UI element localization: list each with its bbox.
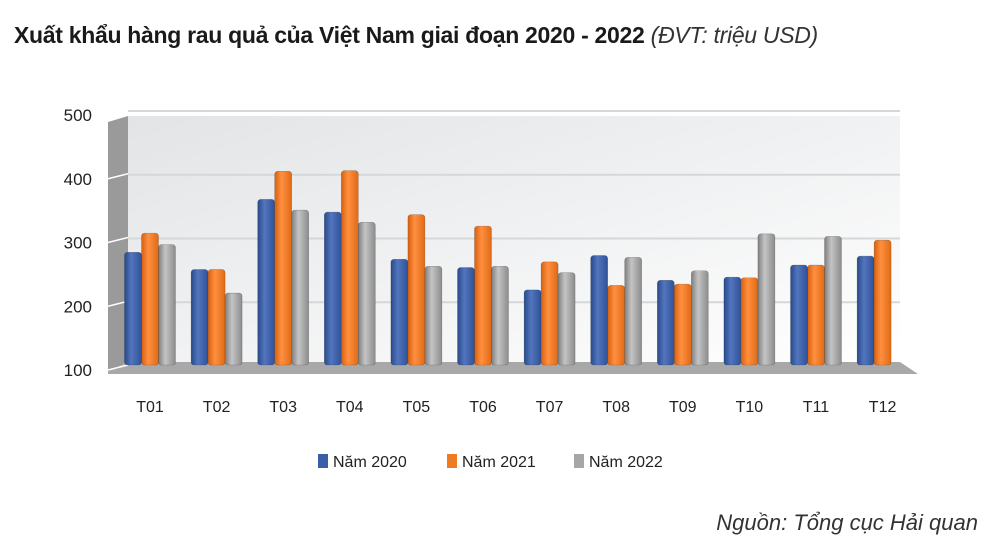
- x-tick-label: T03: [269, 399, 297, 416]
- bar-năm-2022-t09: [690, 270, 709, 366]
- bar-năm-2021-t12: [873, 239, 892, 366]
- chart-title: Xuất khẩu hàng rau quả của Việt Nam giai…: [14, 22, 818, 49]
- source-note: Nguồn: Tổng cục Hải quan: [716, 510, 978, 535]
- bar-năm-2021-t02: [207, 269, 226, 366]
- bar-năm-2020-t09: [656, 279, 675, 366]
- legend-label: Năm 2020: [333, 454, 407, 471]
- x-tick-label: T07: [536, 399, 564, 416]
- x-tick-label: T02: [203, 399, 231, 416]
- y-tick-label: 500: [64, 106, 92, 125]
- bar-năm-2021-t10: [740, 277, 759, 366]
- bar-năm-2022-t11: [824, 236, 842, 366]
- bar-năm-2020-t12: [856, 255, 875, 366]
- y-tick-label: 300: [64, 234, 92, 253]
- legend-swatch: [574, 454, 584, 468]
- bar-năm-2021-t07: [540, 261, 559, 366]
- side-wall: [108, 116, 128, 372]
- bar-năm-2021-t04: [340, 170, 359, 366]
- y-tick-label: 400: [64, 170, 92, 189]
- bar-năm-2022-t02: [224, 292, 243, 366]
- x-tick-label: T09: [669, 399, 697, 416]
- legend-label: Năm 2021: [462, 454, 536, 471]
- x-tick-label: T05: [403, 399, 431, 416]
- bar-năm-2021-t03: [274, 170, 293, 366]
- bar-năm-2020-t11: [790, 264, 808, 366]
- wall-gridline: [107, 236, 129, 244]
- x-tick-label: T10: [736, 399, 764, 416]
- x-tick-label: T12: [869, 399, 897, 416]
- legend-label: Năm 2022: [589, 454, 663, 471]
- bar-năm-2020-t05: [390, 258, 409, 366]
- bar-năm-2022-t05: [424, 265, 443, 366]
- bar-năm-2020-t08: [590, 255, 609, 366]
- bar-năm-2022-t03: [291, 209, 310, 366]
- bar-năm-2022-t07: [557, 272, 576, 366]
- floor: [108, 362, 918, 374]
- x-tick-label: T11: [803, 399, 829, 416]
- x-tick-label: T01: [136, 399, 164, 416]
- bar-năm-2020-t04: [323, 211, 342, 366]
- x-tick-label: T04: [336, 399, 364, 416]
- legend-swatch: [447, 454, 457, 468]
- bar-năm-2021-t01: [141, 232, 159, 366]
- chart-title-main: Xuất khẩu hàng rau quả của Việt Nam giai…: [14, 22, 645, 48]
- bar-năm-2022-t04: [357, 221, 376, 366]
- bar-năm-2020-t02: [190, 269, 209, 366]
- legend-swatch: [318, 454, 328, 468]
- bar-năm-2020-t01: [124, 251, 142, 366]
- bar-năm-2022-t08: [624, 257, 643, 366]
- bar-năm-2022-t10: [757, 233, 776, 366]
- bar-năm-2021-t06: [474, 225, 492, 366]
- bar-năm-2020-t07: [523, 289, 542, 366]
- bar-năm-2021-t08: [607, 285, 626, 366]
- bar-năm-2022-t01: [158, 244, 176, 366]
- wall-gridline: [107, 173, 129, 180]
- y-tick-label: 100: [64, 361, 92, 380]
- bar-năm-2020-t06: [457, 267, 475, 366]
- bar-năm-2020-t03: [257, 199, 276, 366]
- chart-unit: (ĐVT: triệu USD): [650, 22, 819, 48]
- bar-năm-2021-t11: [807, 264, 825, 366]
- wall-gridline: [107, 364, 129, 371]
- bar-năm-2022-t06: [491, 265, 509, 366]
- wall-gridline: [107, 109, 129, 116]
- x-tick-label: T08: [602, 399, 630, 416]
- bar-năm-2021-t09: [673, 283, 692, 366]
- x-tick-label: T06: [469, 399, 497, 416]
- bar-năm-2020-t10: [723, 276, 742, 366]
- y-tick-label: 200: [64, 297, 92, 316]
- bar-năm-2021-t05: [407, 214, 426, 366]
